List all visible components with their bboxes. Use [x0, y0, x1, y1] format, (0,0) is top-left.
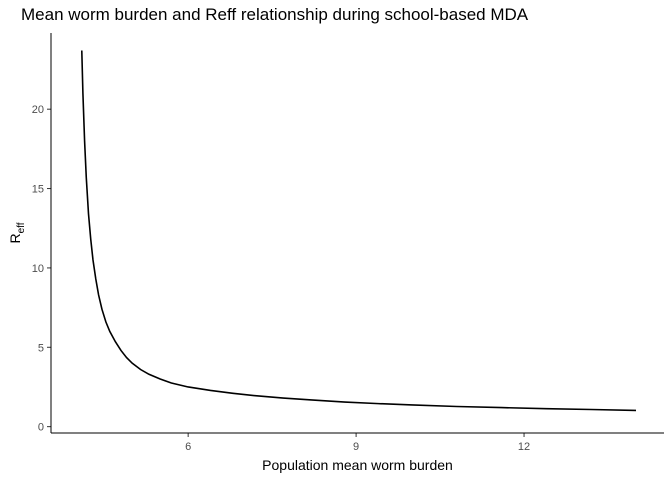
y-tick-label: 15: [32, 184, 44, 196]
y-tick-label: 0: [38, 422, 44, 434]
y-tick-label: 10: [32, 263, 44, 275]
y-ticks: 0 5 10 15 20: [32, 104, 51, 434]
y-axis-label-main: R: [7, 233, 23, 243]
series-line: [80, 50, 637, 412]
x-axis-label: Population mean worm burden: [262, 457, 453, 473]
y-axis-label-subscript: eff: [16, 222, 27, 233]
y-tick-label: 20: [32, 104, 44, 116]
y-tick-label: 5: [38, 342, 44, 354]
x-ticks: 6 9 12: [185, 433, 530, 453]
y-axis-label: Reff: [7, 222, 27, 243]
x-tick-label: 12: [518, 441, 530, 453]
x-tick-label: 6: [185, 441, 191, 453]
x-tick-label: 9: [353, 441, 359, 453]
chart-title: Mean worm burden and Reff relationship d…: [21, 5, 529, 24]
